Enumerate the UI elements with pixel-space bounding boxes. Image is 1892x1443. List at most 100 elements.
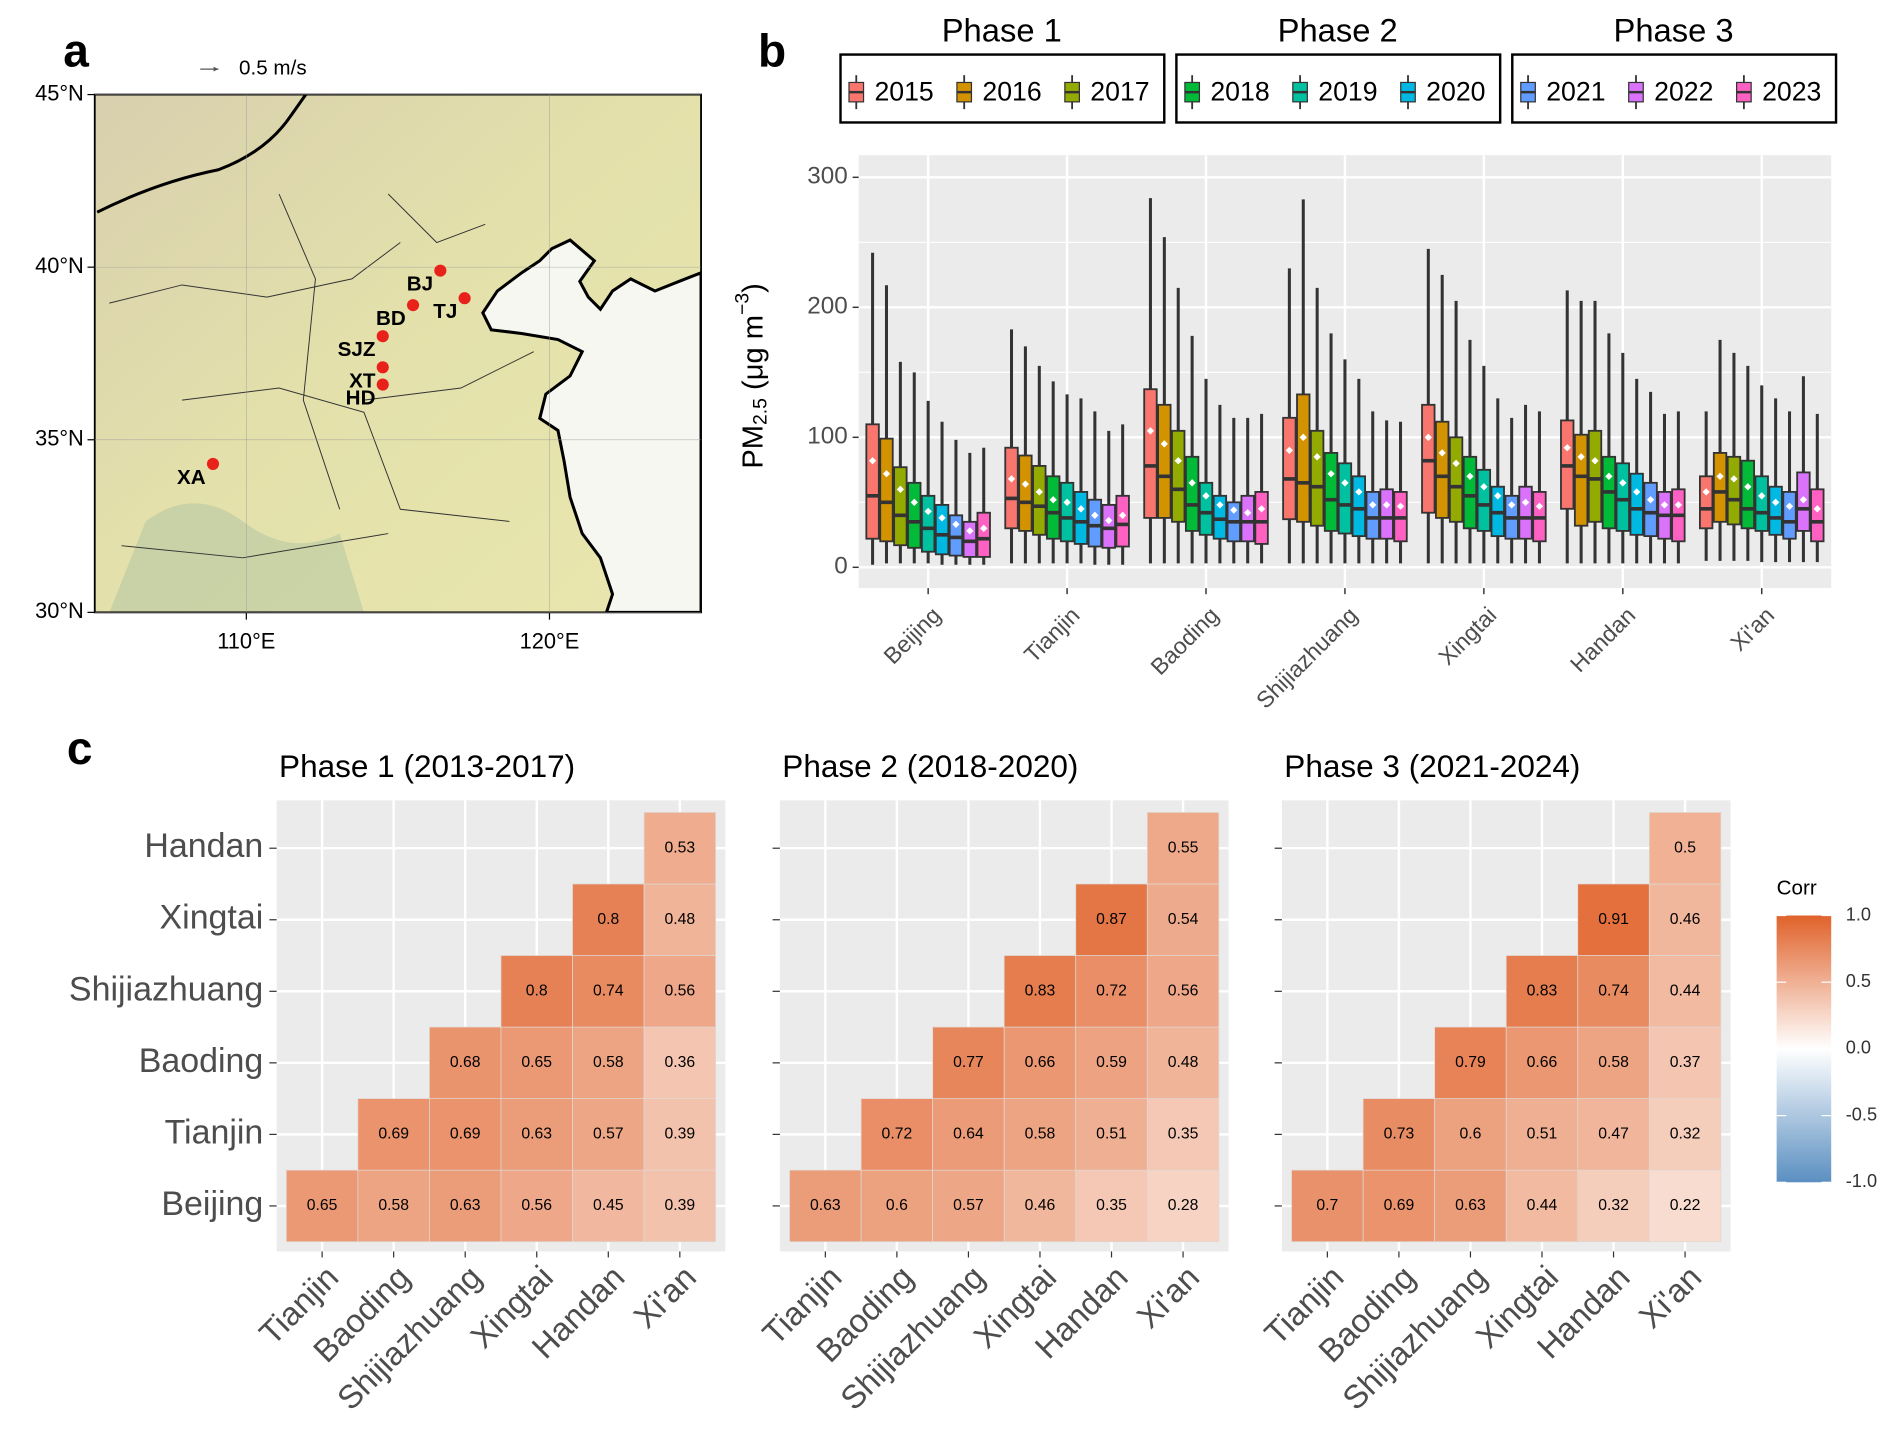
cell-label: 0.6 bbox=[886, 1197, 908, 1214]
box bbox=[1476, 468, 1492, 532]
city-label: BJ bbox=[407, 273, 433, 296]
cell-label: 0.72 bbox=[882, 1126, 913, 1143]
mean-marker bbox=[1216, 501, 1224, 509]
cell-label: 0.22 bbox=[1670, 1197, 1701, 1214]
box bbox=[1184, 455, 1200, 532]
heat-cell bbox=[1146, 1026, 1220, 1099]
heat-cell bbox=[1075, 1098, 1148, 1171]
cell-label: 0.77 bbox=[953, 1054, 984, 1071]
mean-marker bbox=[1577, 453, 1585, 461]
mean-marker bbox=[1660, 501, 1669, 509]
box bbox=[1421, 403, 1436, 514]
heat-cell bbox=[1075, 1169, 1148, 1243]
cell-label: 0.8 bbox=[597, 911, 619, 928]
box bbox=[865, 423, 880, 540]
mean-marker bbox=[896, 485, 905, 493]
heat-cell bbox=[1003, 1169, 1077, 1243]
mean-marker bbox=[1591, 457, 1599, 465]
cell-label: 0.44 bbox=[1527, 1197, 1558, 1214]
cell-label: 0.7 bbox=[1316, 1197, 1338, 1214]
box bbox=[1726, 455, 1742, 526]
box bbox=[1337, 462, 1353, 535]
legend-label: 2016 bbox=[982, 76, 1041, 106]
y-tick-label: 200 bbox=[807, 293, 847, 320]
heat-cell bbox=[1577, 883, 1650, 956]
heat-cell bbox=[1577, 1169, 1650, 1243]
box bbox=[1198, 481, 1214, 536]
mean-marker bbox=[1480, 483, 1488, 491]
y-axis-title-sub: 2.5 bbox=[750, 398, 772, 425]
y-tick-label: 30°N bbox=[35, 598, 84, 623]
cell-label: 0.73 bbox=[1384, 1126, 1415, 1143]
mean-marker bbox=[1285, 446, 1294, 454]
box bbox=[1046, 475, 1061, 540]
box bbox=[1782, 491, 1797, 540]
heat-cell bbox=[1648, 1026, 1722, 1099]
box bbox=[879, 437, 894, 543]
heat-cell bbox=[1362, 1169, 1436, 1243]
mean-marker bbox=[1160, 440, 1168, 448]
cell-label: 0.56 bbox=[521, 1197, 552, 1214]
y-axis-title-part: (μg m bbox=[737, 315, 769, 398]
heat-cell bbox=[643, 883, 716, 956]
box bbox=[1351, 475, 1367, 538]
cell-label: 0.66 bbox=[1527, 1054, 1558, 1071]
mean-marker bbox=[1091, 511, 1099, 519]
mean-marker bbox=[1049, 496, 1057, 504]
box bbox=[1115, 494, 1130, 548]
mean-marker bbox=[1396, 502, 1405, 510]
cell-label: 0.39 bbox=[665, 1197, 696, 1214]
city-point bbox=[406, 299, 420, 312]
border bbox=[96, 94, 307, 214]
mean-marker bbox=[1646, 496, 1655, 504]
y-tick-label: 0 bbox=[834, 553, 848, 580]
y-tick-label: 100 bbox=[807, 423, 847, 450]
box bbox=[1240, 494, 1255, 543]
cell-label: 0.66 bbox=[1025, 1054, 1056, 1071]
heat-cell bbox=[1648, 955, 1722, 1028]
wind-legend-arrowhead bbox=[213, 66, 219, 72]
y-axis-title: PM2.5 (μg m−3) bbox=[732, 283, 772, 468]
map-base bbox=[94, 94, 702, 613]
mean-marker bbox=[966, 527, 974, 535]
box bbox=[1518, 485, 1533, 540]
x-tick-label: Beijing bbox=[878, 602, 945, 669]
cell-label: 0.44 bbox=[1670, 982, 1701, 999]
x-tick-label: Tianjin bbox=[1019, 602, 1085, 668]
box bbox=[1309, 429, 1325, 527]
legend-label: 2022 bbox=[1654, 76, 1713, 106]
x-tick-label: Baoding bbox=[1145, 602, 1223, 680]
mean-marker bbox=[924, 507, 932, 516]
heat-cell bbox=[789, 1169, 862, 1243]
cell-label: 0.63 bbox=[450, 1197, 481, 1214]
panel-title: Phase 1 (2013-2017) bbox=[279, 748, 575, 784]
heat-cell bbox=[429, 1026, 502, 1099]
box bbox=[1365, 491, 1380, 540]
x-tick-label: Xingtai bbox=[1433, 602, 1501, 670]
heat-cell bbox=[572, 955, 645, 1028]
x-tick-label: 120°E bbox=[520, 628, 580, 653]
city-label: XT bbox=[349, 369, 376, 392]
y-tick-label: 45°N bbox=[35, 80, 84, 105]
box bbox=[893, 466, 908, 547]
x-tick-label: Shijiazhuang bbox=[1251, 602, 1363, 714]
cell-label: 0.45 bbox=[593, 1197, 624, 1214]
cell-label: 0.83 bbox=[1025, 982, 1056, 999]
box bbox=[1087, 498, 1103, 548]
heat-cell bbox=[1003, 955, 1077, 1028]
mean-marker bbox=[1035, 488, 1043, 496]
legend-title: Phase 1 bbox=[942, 11, 1062, 48]
mean-marker bbox=[980, 524, 988, 532]
x-tick-label: Handan bbox=[1565, 602, 1640, 677]
box bbox=[1282, 416, 1297, 521]
cell-label: 0.51 bbox=[1096, 1126, 1127, 1143]
legend-title: Phase 3 bbox=[1614, 11, 1734, 48]
y-tick-label: Baoding bbox=[139, 1042, 264, 1080]
heat-cell bbox=[1434, 1098, 1507, 1171]
cell-label: 0.48 bbox=[665, 911, 696, 928]
mean-marker bbox=[1702, 488, 1710, 496]
heat-cell bbox=[1505, 955, 1579, 1028]
legend-label: 2023 bbox=[1762, 76, 1821, 106]
cell-label: 0.57 bbox=[593, 1126, 624, 1143]
